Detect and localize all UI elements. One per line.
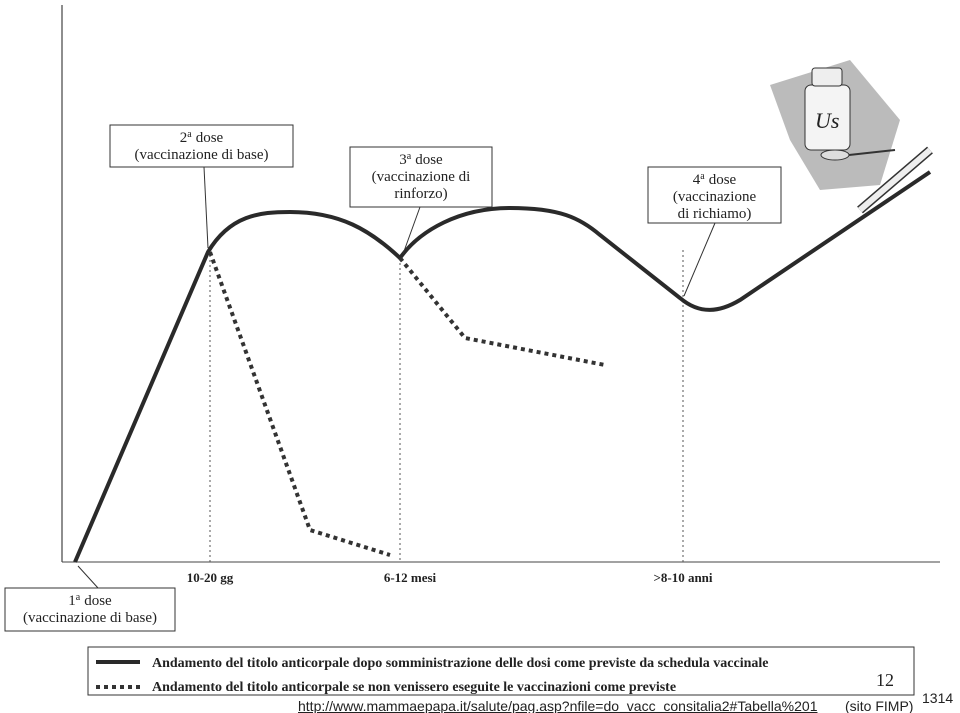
dose-box: [349, 146, 493, 208]
curve-dotted: [208, 251, 606, 557]
dose-num: 3: [399, 152, 407, 168]
dose-desc: rinforzo): [394, 186, 447, 202]
x-label: 6-12 mesi: [384, 570, 437, 585]
legend-text: Andamento del titolo anticorpale se non …: [152, 680, 676, 695]
dose-box: [109, 124, 294, 168]
dose-sup: a: [187, 129, 192, 140]
dose-num: 1: [68, 593, 76, 609]
dose-title: 2a dose: [180, 129, 224, 147]
dose-title: 3a dose: [399, 151, 443, 169]
dose-word: dose: [84, 593, 112, 609]
slide-number: 1314: [922, 690, 953, 706]
guides: [209, 250, 684, 562]
dose-word: dose: [709, 172, 737, 188]
page-number: 12: [876, 670, 894, 690]
arrows: [77, 166, 716, 589]
dose-box: [4, 587, 176, 632]
svg-text:Us: Us: [815, 108, 839, 133]
dose-sup: a: [700, 171, 705, 182]
source: (sito FIMP): [845, 698, 913, 713]
dose-word: dose: [196, 130, 224, 146]
dose-desc: (vaccinazione di base): [23, 610, 157, 626]
x-label: 10-20 gg: [187, 570, 234, 585]
dose-desc: (vaccinazione di base): [134, 147, 268, 163]
dose-desc: (vaccinazione: [673, 189, 757, 205]
curve-solid: [73, 170, 932, 563]
dose-desc: di richiamo): [678, 206, 752, 222]
dose-num: 2: [180, 130, 188, 146]
legend-text: Andamento del titolo anticorpale dopo so…: [152, 656, 769, 671]
dose-box: [647, 166, 782, 224]
illustration: Us: [770, 60, 933, 214]
url: http://www.mammaepapa.it/salute/pag.asp?…: [298, 698, 818, 713]
dose-word: dose: [415, 152, 443, 168]
x-label: >8-10 anni: [653, 570, 712, 585]
dose-num: 4: [693, 172, 701, 188]
legend-box: [87, 646, 915, 696]
dose-sup: a: [76, 592, 81, 603]
dose-title: 1a dose: [68, 592, 112, 610]
dose-sup: a: [407, 151, 412, 162]
dose-desc: (vaccinazione di: [372, 169, 471, 185]
dose-title: 4a dose: [693, 171, 737, 189]
